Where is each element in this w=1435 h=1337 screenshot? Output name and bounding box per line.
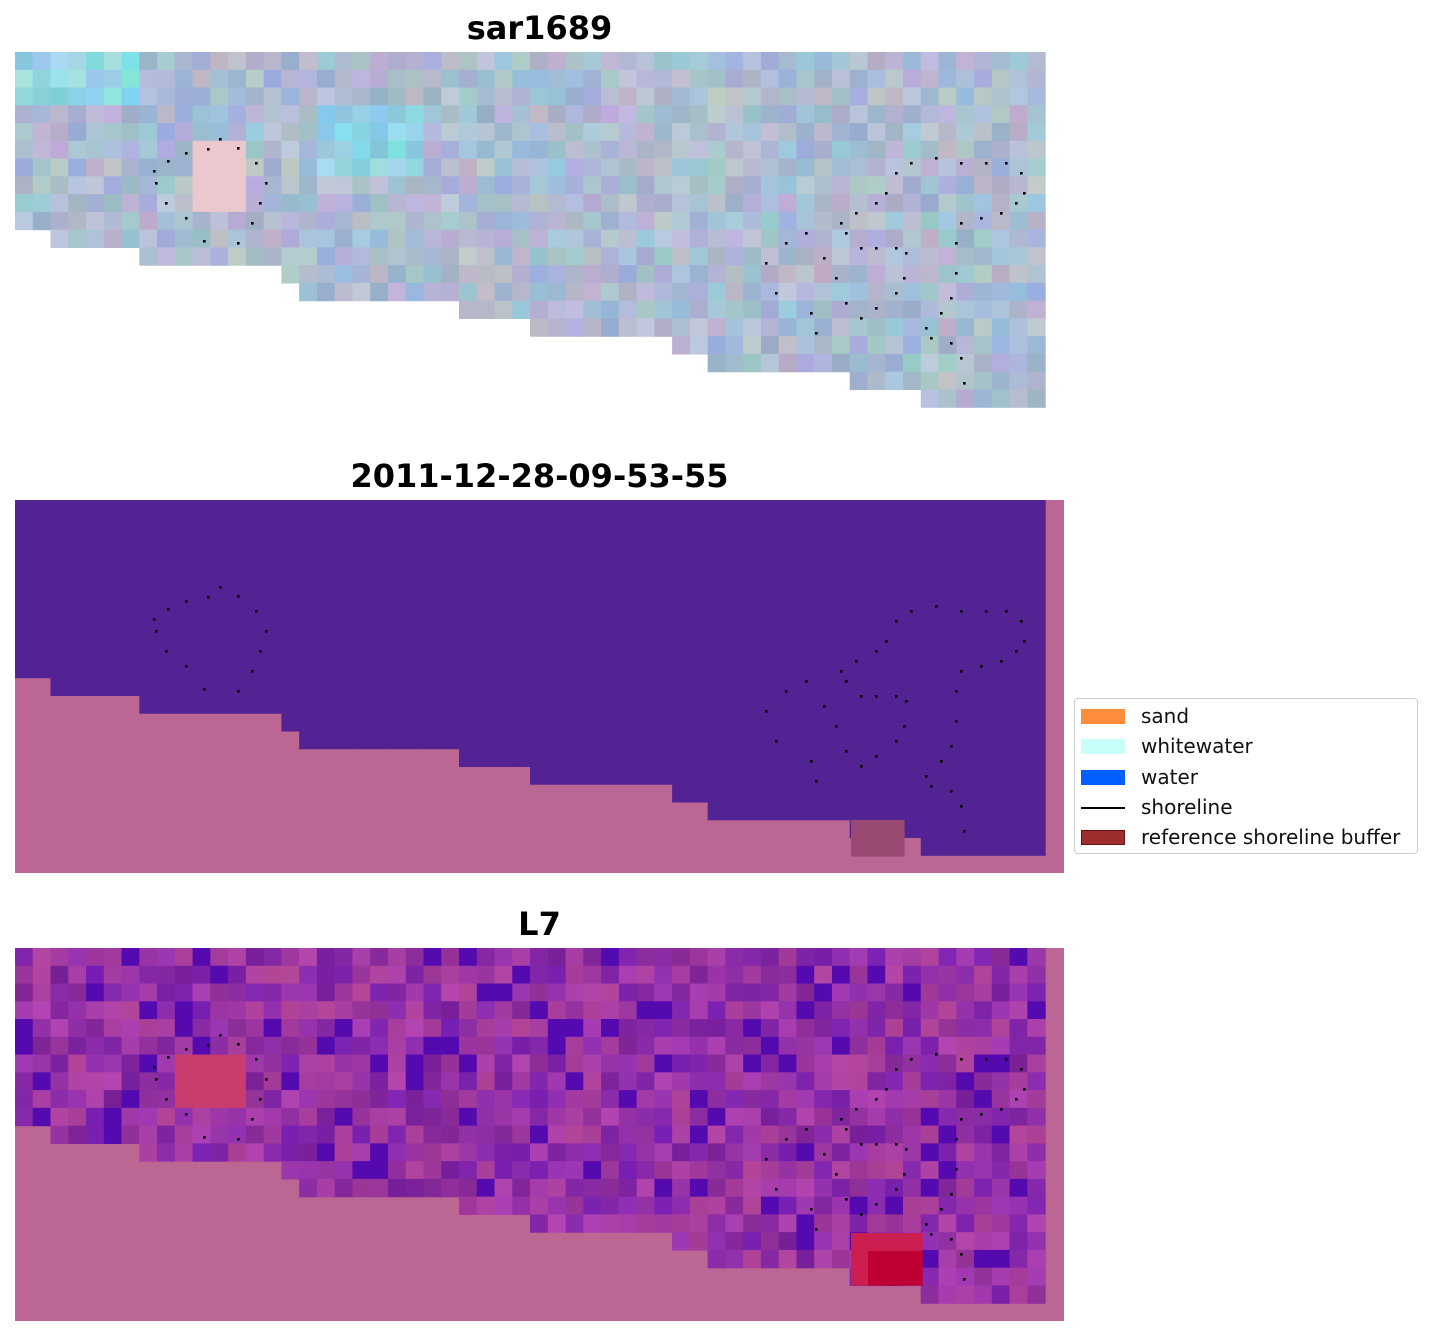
index-image-panel xyxy=(15,948,1064,1321)
classified-image-panel xyxy=(15,500,1064,873)
reference-buffer-swatch xyxy=(1081,829,1125,845)
panel-title-sar: sar1689 xyxy=(466,9,613,47)
panel-title-index: L7 xyxy=(518,905,561,943)
panel-title-classified: 2011-12-28-09-53-55 xyxy=(350,457,729,495)
legend-label: reference shoreline buffer xyxy=(1141,825,1401,849)
whitewater-swatch xyxy=(1081,738,1125,754)
legend-item-water: water xyxy=(1081,765,1198,789)
legend-item-sand: sand xyxy=(1081,704,1189,728)
legend-item-whitewater: whitewater xyxy=(1081,734,1253,758)
legend-label: water xyxy=(1141,765,1198,789)
legend-label: sand xyxy=(1141,704,1190,728)
legend-label: shoreline xyxy=(1141,795,1233,819)
legend: sand whitewater water shoreline referenc… xyxy=(1074,698,1418,854)
legend-item-reference-buffer: reference shoreline buffer xyxy=(1081,825,1400,849)
legend-item-shoreline: shoreline xyxy=(1081,795,1233,819)
legend-label: whitewater xyxy=(1141,734,1253,758)
sar-image-panel xyxy=(15,52,1046,408)
sand-swatch xyxy=(1081,708,1125,724)
water-swatch xyxy=(1081,769,1125,785)
shoreline-swatch xyxy=(1081,806,1125,809)
